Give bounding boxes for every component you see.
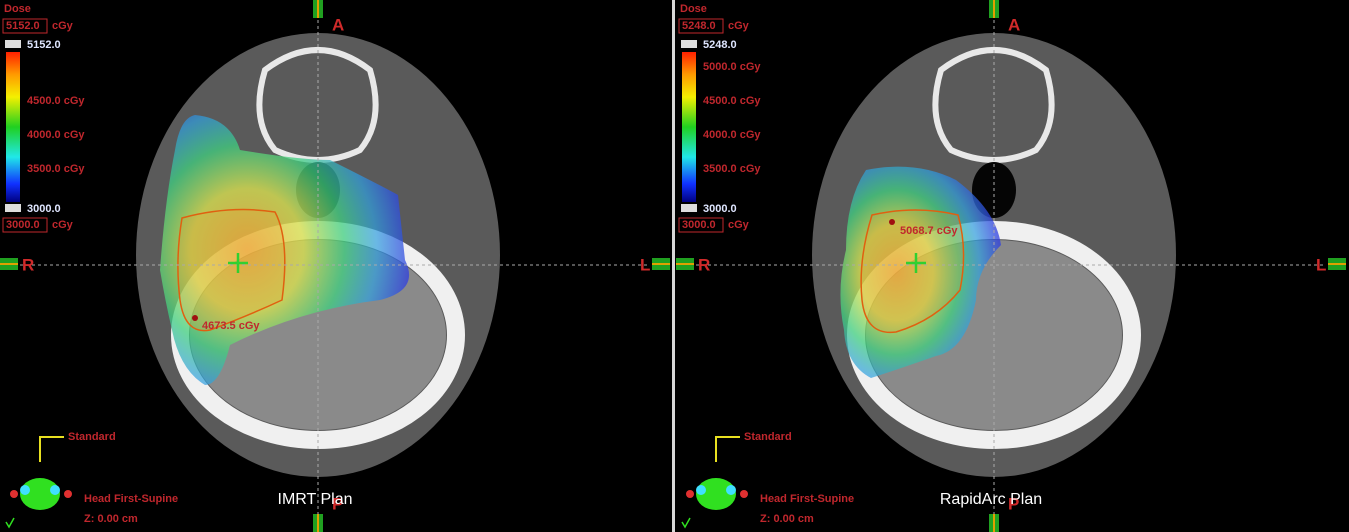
- scale-down: [681, 204, 697, 212]
- orient-tick-core: [317, 514, 319, 532]
- scale-bottom: 3000.0: [27, 203, 61, 215]
- orient-tick-core: [993, 0, 995, 18]
- patient-icon: [20, 478, 60, 510]
- anterior-label: A: [332, 15, 344, 34]
- orientation-label: Head First-Supine: [760, 493, 854, 505]
- min-unit: cGy: [728, 219, 750, 231]
- orient-tick-core: [0, 263, 18, 265]
- view-bracket: [715, 436, 740, 462]
- viewport: 5068.7 cGy A R L P Dose 5248.0 cGy 5248.0 5000.0 …: [676, 0, 1346, 532]
- isocenter: [228, 253, 248, 273]
- min-box: [2, 217, 48, 233]
- dose-title: Dose: [4, 3, 31, 15]
- colorbar: [6, 52, 20, 202]
- check-mark: [681, 517, 691, 529]
- posterior-label: P: [1008, 494, 1019, 513]
- point-dose-label: 4673.5 cGy: [202, 320, 260, 332]
- face-bone: [256, 47, 379, 163]
- point-marker: [889, 219, 895, 225]
- orient-tick-core: [993, 514, 995, 532]
- viewport: 4673.5 cGy A R L P Dose 5152.0 cGy 5152.0 4500.0 …: [0, 0, 670, 532]
- scale-label: 5000.0 cGy: [703, 61, 761, 73]
- divider: [672, 0, 675, 532]
- max-value: 5152.0: [6, 20, 40, 32]
- isocenter: [906, 253, 926, 273]
- scale-top: 5152.0: [27, 39, 61, 51]
- max-value: 5248.0: [682, 20, 716, 32]
- patient-head: [726, 485, 736, 495]
- patient-head: [20, 485, 30, 495]
- scale-label: 3500.0 cGy: [27, 163, 85, 175]
- scale-down: [5, 204, 21, 212]
- max-box: [2, 18, 48, 34]
- face-bone: [932, 47, 1055, 163]
- orient-tick-core: [317, 0, 319, 18]
- patient-foot: [686, 490, 694, 498]
- view-bracket: [39, 436, 64, 462]
- scale-label: 4500.0 cGy: [703, 95, 761, 107]
- scale-up: [5, 40, 21, 48]
- patient-foot: [64, 490, 72, 498]
- colorbar: [682, 52, 696, 202]
- max-unit: cGy: [52, 20, 74, 32]
- scale-top: 5248.0: [703, 39, 737, 51]
- target-contour: [177, 208, 286, 332]
- scale-label: 4500.0 cGy: [27, 95, 85, 107]
- patient-foot: [10, 490, 18, 498]
- patient-head: [50, 485, 60, 495]
- point-marker: [192, 315, 198, 321]
- scale-label: 3500.0 cGy: [703, 163, 761, 175]
- posterior-label: P: [332, 494, 343, 513]
- z-label: Z: 0.00 cm: [760, 513, 814, 525]
- scale-label: 4000.0 cGy: [703, 129, 761, 141]
- target-contour: [860, 209, 965, 334]
- caption: RapidArc Plan: [940, 491, 1042, 508]
- right-label: R: [698, 255, 710, 274]
- view-label: Standard: [744, 431, 792, 443]
- min-value: 3000.0: [682, 219, 716, 231]
- patient-foot: [740, 490, 748, 498]
- scale-up: [681, 40, 697, 48]
- left-label: L: [1316, 255, 1326, 274]
- dose-title: Dose: [680, 3, 707, 15]
- patient-head: [696, 485, 706, 495]
- max-unit: cGy: [728, 20, 750, 32]
- orient-tick-core: [1328, 263, 1346, 265]
- max-box: [678, 18, 724, 34]
- caption: IMRT Plan: [278, 491, 353, 508]
- min-box: [678, 217, 724, 233]
- right-label: R: [22, 255, 34, 274]
- check-mark: [5, 517, 15, 529]
- min-value: 3000.0: [6, 219, 40, 231]
- anterior-label: A: [1008, 15, 1020, 34]
- left-label: L: [640, 255, 650, 274]
- dose-wash: [840, 166, 1001, 378]
- orientation-label: Head First-Supine: [84, 493, 178, 505]
- patient-icon: [696, 478, 736, 510]
- z-label: Z: 0.00 cm: [84, 513, 138, 525]
- point-dose-label: 5068.7 cGy: [900, 225, 958, 237]
- scale-bottom: 3000.0: [703, 203, 737, 215]
- orient-tick-core: [652, 263, 670, 265]
- min-unit: cGy: [52, 219, 74, 231]
- view-label: Standard: [68, 431, 116, 443]
- orient-tick-core: [676, 263, 694, 265]
- scale-label: 4000.0 cGy: [27, 129, 85, 141]
